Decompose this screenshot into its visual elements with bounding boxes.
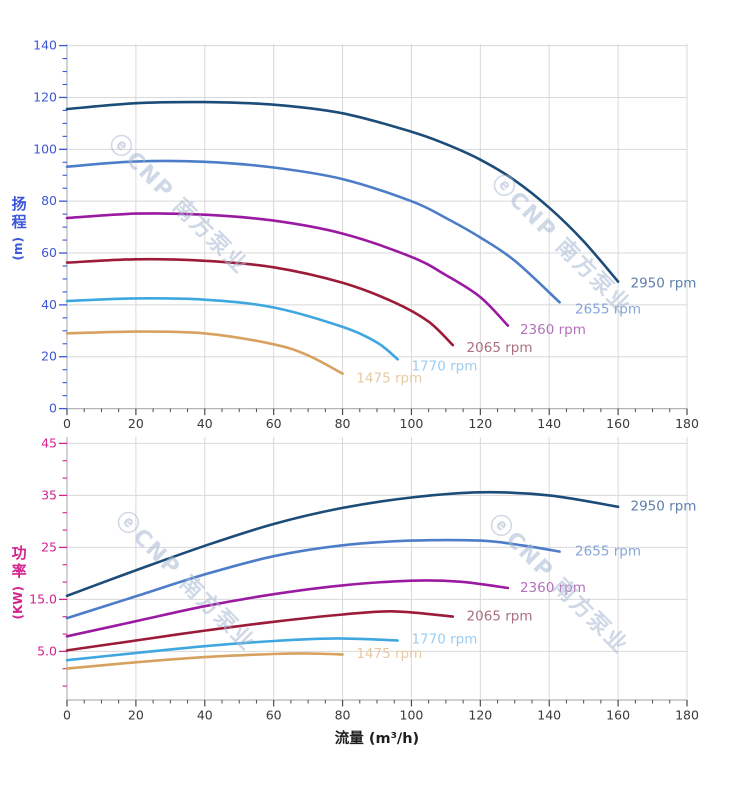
curve-label-1770-rpm: 1770 rpm xyxy=(411,358,477,374)
x-tick-label: 120 xyxy=(468,708,492,723)
curve-1475-rpm xyxy=(65,652,344,670)
curve-1770-rpm xyxy=(65,297,399,361)
x-tick-label: 180 xyxy=(675,708,699,723)
curve-2950-rpm xyxy=(65,490,620,598)
curve-2950-rpm xyxy=(65,100,620,283)
x-tick-label: 160 xyxy=(606,708,630,723)
curve-label-2360-rpm: 2360 rpm xyxy=(520,322,586,338)
curve-label-2065-rpm: 2065 rpm xyxy=(467,609,533,625)
x-tick-label: 40 xyxy=(197,708,213,723)
curve-1475-rpm xyxy=(65,330,344,375)
x-tick-label: 0 xyxy=(63,416,71,431)
curve-1770-rpm xyxy=(65,637,399,662)
x-tick-label: 100 xyxy=(400,708,424,723)
y-tick-label: 140 xyxy=(33,38,57,53)
x-tick-label: 60 xyxy=(266,416,282,431)
head-axis-title-text: 扬程 xyxy=(9,196,28,232)
head-axis-unit: (m) xyxy=(11,237,25,261)
curve-2360-rpm xyxy=(65,579,510,638)
y-tick-label: 100 xyxy=(33,141,57,156)
x-tick-label: 100 xyxy=(400,416,424,431)
x-tick-label: 140 xyxy=(537,708,561,723)
flow-axis-title: 流量 (m³/h) xyxy=(334,731,420,747)
curve-label-2360-rpm: 2360 rpm xyxy=(520,580,586,596)
curve-label-2950-rpm: 2950 rpm xyxy=(631,498,697,514)
y-tick-label: 25 xyxy=(41,539,57,554)
curve-label-2065-rpm: 2065 rpm xyxy=(467,340,533,356)
curve-2065-rpm xyxy=(65,257,455,347)
curve-label-1475-rpm: 1475 rpm xyxy=(356,371,422,387)
x-tick-label: 80 xyxy=(335,708,351,723)
x-tick-label: 0 xyxy=(63,708,71,723)
x-tick-label: 20 xyxy=(128,416,144,431)
x-tick-label: 140 xyxy=(537,416,561,431)
x-tick-label: 20 xyxy=(128,708,144,723)
x-tick-label: 120 xyxy=(468,416,492,431)
y-tick-label: 80 xyxy=(41,193,57,208)
x-tick-label: 40 xyxy=(197,416,213,431)
curve-label-1475-rpm: 1475 rpm xyxy=(356,646,422,662)
curve-label-2950-rpm: 2950 rpm xyxy=(631,275,697,291)
y-tick-label: 35 xyxy=(41,487,57,502)
power-axis-title-text: 功率 xyxy=(9,545,28,581)
y-tick-label: 45 xyxy=(41,435,57,450)
y-tick-label: 5.0 xyxy=(37,643,57,658)
y-tick-label: 20 xyxy=(41,349,57,364)
power-axis-title: 功率 (KW) xyxy=(2,545,34,620)
y-tick-label: 15.0 xyxy=(29,591,57,606)
curve-label-2655-rpm: 2655 rpm xyxy=(575,301,641,317)
x-tick-label: 80 xyxy=(335,416,351,431)
curve-label-1770-rpm: 1770 rpm xyxy=(411,631,477,647)
y-tick-label: 40 xyxy=(41,297,57,312)
head-axis-title: 扬程 (m) xyxy=(2,196,34,260)
curve-2065-rpm xyxy=(65,610,455,652)
curve-2655-rpm xyxy=(65,538,561,620)
curve-2655-rpm xyxy=(65,159,561,304)
y-tick-label: 120 xyxy=(33,89,57,104)
x-tick-label: 60 xyxy=(266,708,282,723)
curve-label-2655-rpm: 2655 rpm xyxy=(575,544,641,560)
y-tick-label: 60 xyxy=(41,245,57,260)
x-tick-label: 160 xyxy=(606,416,630,431)
curve-2360-rpm xyxy=(65,212,510,327)
y-tick-label: 0 xyxy=(49,401,57,416)
power-axis-unit: (KW) xyxy=(11,586,25,620)
x-tick-label: 180 xyxy=(675,416,699,431)
